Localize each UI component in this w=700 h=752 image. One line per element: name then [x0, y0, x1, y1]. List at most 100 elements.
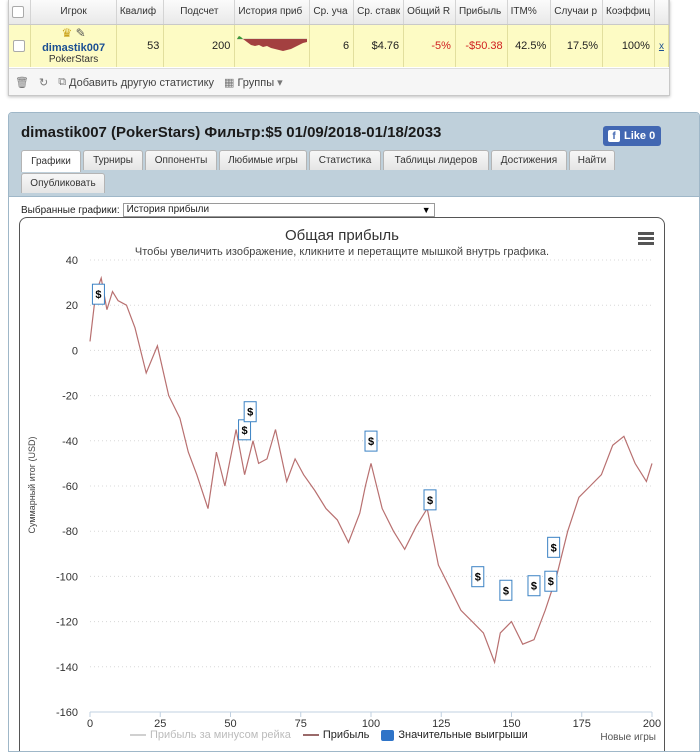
x-tick-label: 75: [295, 718, 307, 730]
x-tick-label: 100: [362, 718, 380, 730]
col-itm[interactable]: ITM%: [507, 0, 552, 25]
col-avg-stake[interactable]: Ср. ставк: [353, 0, 405, 25]
tab-leaderboards[interactable]: Таблицы лидеров: [383, 150, 489, 170]
legend-item-net-of-rake[interactable]: Прибыль за минусом рейка: [130, 729, 291, 741]
table-row[interactable]: ♛ ✎ dimastik007 PokerStars 53 200 6 $4.7…: [9, 24, 669, 67]
profit-chart[interactable]: Общая прибыль Чтобы увеличить изображени…: [19, 217, 665, 752]
big-win-marker[interactable]: $: [238, 419, 252, 441]
chart-subtitle: Чтобы увеличить изображение, кликните и …: [134, 246, 550, 258]
select-all-header[interactable]: [9, 0, 32, 25]
col-avg-entrants[interactable]: Ср. уча: [309, 0, 355, 25]
legend-item-big-wins[interactable]: Значительные выигрыши: [381, 729, 528, 741]
tab-statistics[interactable]: Статистика: [309, 150, 381, 170]
y-tick-label: 40: [66, 255, 78, 267]
chart-legend: Прибыль за минусом рейка Прибыль Значите…: [130, 729, 528, 741]
x-tick-label: 200: [643, 718, 661, 730]
col-qualified[interactable]: Квалиф: [116, 0, 165, 25]
big-win-marker[interactable]: $: [544, 570, 558, 592]
big-win-marker[interactable]: $: [423, 489, 437, 511]
itm-value: 42.5%: [507, 24, 552, 67]
legend-swatch: [302, 734, 319, 736]
chart-menu-icon[interactable]: [638, 232, 654, 245]
big-win-marker-label: $: [551, 542, 557, 554]
facebook-like-button[interactable]: f Like 0: [603, 126, 661, 146]
profit-history-sparkline[interactable]: [234, 24, 311, 67]
edit-icon[interactable]: ✎: [75, 25, 86, 40]
sparkline-chart: [237, 36, 308, 52]
tab-opponents[interactable]: Оппоненты: [145, 150, 217, 170]
like-label: Like 0: [624, 130, 656, 142]
count-value: 200: [163, 24, 236, 67]
player-cell[interactable]: ♛ ✎ dimastik007 PokerStars: [30, 24, 117, 67]
tab-achievements[interactable]: Достижения: [491, 150, 567, 170]
x-tick-label: 175: [573, 718, 591, 730]
trash-icon[interactable]: 🗑: [15, 77, 29, 89]
big-win-marker-box: [364, 430, 378, 452]
y-tick-label: 0: [72, 345, 78, 357]
chart-selector-value: История прибыли: [126, 204, 210, 215]
chart-title: Общая прибыль: [284, 227, 400, 244]
chart-selector-label: Выбранные графики:: [21, 204, 120, 216]
y-tick-label: 20: [66, 300, 78, 312]
big-win-marker-label: $: [503, 585, 509, 597]
chart-selector[interactable]: История прибыли ▼: [122, 203, 435, 217]
legend-swatch: [130, 734, 146, 736]
col-count[interactable]: Подсчет: [163, 0, 236, 25]
stats-table: Игрок Квалиф Подсчет История приб Ср. уч…: [9, 0, 669, 67]
legend-label: Прибыль: [322, 729, 370, 741]
chevron-down-icon: ▼: [421, 205, 431, 215]
big-win-marker[interactable]: $: [547, 536, 561, 558]
tab-tournaments[interactable]: Турниры: [83, 150, 143, 170]
avg-entrants-value: 6: [309, 24, 355, 67]
x-tick-label: 150: [502, 718, 520, 730]
big-win-marker[interactable]: $: [527, 575, 541, 597]
legend-label: Прибыль за минусом рейка: [150, 729, 291, 741]
select-all-checkbox[interactable]: [12, 5, 24, 18]
big-win-marker-label: $: [241, 425, 247, 437]
groups-button[interactable]: ▦ Группы ▾: [224, 76, 283, 90]
x-tick-label: 0: [87, 718, 93, 730]
qualified-value: 53: [116, 24, 165, 67]
big-win-marker[interactable]: $: [91, 283, 105, 305]
big-win-marker-box: [471, 566, 485, 588]
row-checkbox-cell[interactable]: [9, 24, 32, 67]
chevron-down-icon: ▾: [277, 77, 283, 89]
col-profit[interactable]: Прибыль: [455, 0, 508, 25]
big-win-marker[interactable]: $: [364, 430, 378, 452]
col-profit-history[interactable]: История приб: [234, 0, 311, 25]
legend-item-profit[interactable]: Прибыль: [302, 729, 370, 741]
avg-stake-value: $4.76: [353, 24, 405, 67]
cases-value: 17.5%: [550, 24, 604, 67]
big-win-marker-box: [527, 575, 541, 597]
big-win-marker[interactable]: $: [499, 579, 513, 601]
total-roi-value: -5%: [403, 24, 456, 67]
tab-favorite-games[interactable]: Любимые игры: [219, 150, 307, 170]
tab-find[interactable]: Найти: [569, 150, 615, 170]
profit-value: -$50.38: [455, 24, 508, 67]
y-tick-label: -20: [62, 391, 78, 403]
player-name-link[interactable]: dimastik007: [42, 41, 106, 54]
refresh-icon[interactable]: ↻: [38, 77, 49, 89]
col-coefficient[interactable]: Коэффиц: [602, 0, 655, 25]
extra-link-cell[interactable]: x: [654, 24, 669, 67]
new-games-link[interactable]: Новые игры: [600, 732, 656, 743]
tab-charts[interactable]: Графики: [21, 150, 81, 172]
col-total-roi[interactable]: Общий R: [403, 0, 456, 25]
big-win-marker-label: $: [531, 581, 537, 593]
big-win-marker[interactable]: $: [243, 401, 257, 423]
player-site: PokerStars: [48, 53, 99, 65]
extra-link[interactable]: x: [658, 40, 664, 52]
legend-label: Значительные выигрыши: [398, 729, 528, 741]
row-checkbox[interactable]: [13, 39, 25, 52]
tab-publish[interactable]: Опубликовать: [21, 173, 105, 193]
x-tick-label: 25: [154, 718, 166, 730]
table-toolbar: 🗑 ↻ ⧉ Добавить другую статистику ▦ Группы ▾: [9, 68, 669, 95]
y-tick-label: -120: [56, 617, 78, 629]
panel-header: dimastik007 (PokerStars) Фильтр:$5 01/09…: [9, 113, 699, 197]
chart-selector-row: Выбранные графики: История прибыли ▼: [21, 203, 435, 217]
big-win-marker[interactable]: $: [471, 566, 485, 588]
add-stat-button[interactable]: ⧉ Добавить другую статистику: [58, 76, 214, 89]
col-player[interactable]: Игрок: [30, 0, 117, 25]
col-cases[interactable]: Случаи р: [550, 0, 604, 25]
